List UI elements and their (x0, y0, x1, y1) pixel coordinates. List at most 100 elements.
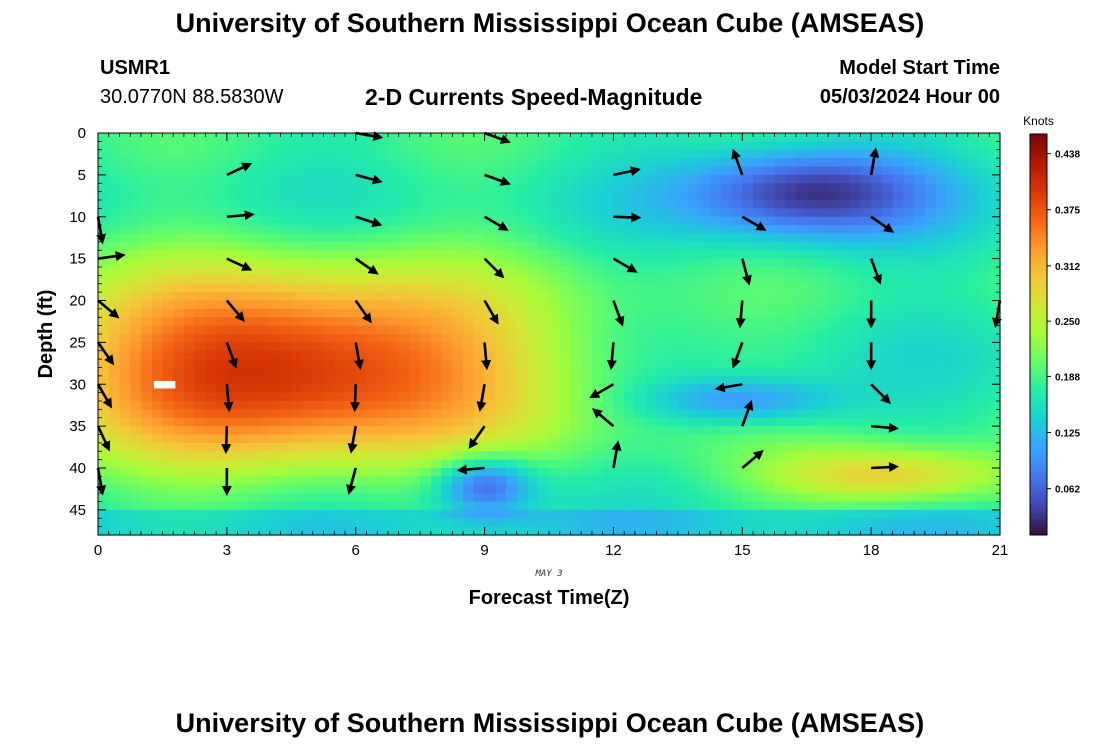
heatmap-cell (420, 484, 432, 494)
heatmap-cell (774, 317, 786, 327)
heatmap-cell (806, 417, 819, 427)
heatmap-cell (506, 317, 518, 327)
heatmap-cell (194, 174, 206, 184)
heatmap-cell (452, 166, 464, 176)
heatmap-cell (591, 384, 604, 394)
heatmap-cell (989, 334, 1001, 343)
heatmap-cell (98, 367, 110, 377)
heatmap-cell (216, 275, 228, 285)
heatmap-cell (753, 384, 765, 394)
heatmap-cell (989, 375, 1001, 385)
heatmap-cell (817, 459, 829, 469)
heatmap-cell (602, 509, 615, 519)
heatmap-cell (473, 392, 486, 402)
heatmap-cell (323, 509, 335, 519)
heatmap-cell (817, 300, 829, 310)
heatmap-cell (667, 283, 679, 293)
heatmap-cell (903, 509, 915, 519)
heatmap-cell (226, 292, 239, 302)
heatmap-cell (377, 308, 389, 318)
heatmap-cell (151, 442, 164, 452)
heatmap-cell (420, 375, 432, 385)
heatmap-cell (838, 451, 851, 461)
heatmap-cell (312, 166, 325, 176)
heatmap-cell (881, 509, 894, 519)
heatmap-cell (280, 384, 292, 394)
heatmap-cell (978, 468, 990, 477)
model-start-label: Model Start Time (839, 57, 1000, 79)
heatmap-cell (849, 258, 862, 268)
heatmap-cell (946, 267, 958, 276)
heatmap-cell (205, 392, 217, 402)
heatmap-cell (795, 200, 808, 209)
heatmap-cell (269, 133, 282, 142)
heatmap-cell (559, 367, 572, 377)
heatmap-cell (527, 308, 539, 318)
heatmap-cell (366, 317, 378, 327)
y-tick-label: 40 (69, 460, 86, 477)
heatmap-cell (795, 216, 808, 226)
heatmap-cell (473, 426, 486, 436)
heatmap-cell (720, 434, 733, 444)
heatmap-cell (194, 401, 206, 410)
heatmap-cell (323, 476, 335, 486)
heatmap-cell (216, 191, 228, 201)
heatmap-cell (634, 174, 647, 184)
heatmap-cell (194, 493, 206, 503)
heatmap-cell (570, 158, 582, 168)
heatmap-cell (205, 174, 217, 184)
heatmap-cell (387, 216, 400, 226)
heatmap-cell (914, 233, 926, 243)
heatmap-cell (291, 158, 303, 168)
heatmap-cell (119, 300, 131, 310)
heatmap-cell (259, 233, 271, 243)
heatmap-cell (355, 350, 368, 360)
heatmap-cell (806, 191, 819, 201)
heatmap-cell (334, 183, 346, 193)
heatmap-cell (828, 241, 840, 251)
heatmap-cell (570, 292, 582, 302)
heatmap-cell (398, 509, 411, 519)
heatmap-cell (742, 149, 754, 159)
heatmap-cell (355, 417, 368, 427)
heatmap-cell (957, 359, 969, 369)
heatmap-cell (892, 451, 904, 461)
heatmap-cell (162, 484, 174, 494)
heatmap-cell (205, 417, 217, 427)
heatmap-cell (216, 334, 228, 343)
heatmap-cell (602, 200, 615, 209)
heatmap-cell (484, 342, 496, 352)
current-vector (347, 425, 358, 454)
heatmap-cell (140, 191, 153, 201)
heatmap-cell (624, 141, 636, 151)
heatmap-cell (194, 141, 206, 151)
heatmap-cell (581, 200, 593, 209)
heatmap-cell (183, 216, 196, 226)
heatmap-cell (355, 250, 368, 260)
heatmap-cell (194, 158, 206, 168)
heatmap-cell (280, 141, 292, 151)
heatmap-cell (441, 258, 453, 268)
heatmap-cell (967, 451, 980, 461)
heatmap-cell (538, 493, 550, 503)
heatmap-cell (763, 183, 776, 193)
heatmap-cell (763, 191, 776, 201)
heatmap-cell (420, 518, 432, 528)
heatmap-cell (591, 375, 604, 385)
heatmap-cell (774, 183, 786, 193)
heatmap-cell (312, 200, 325, 209)
heatmap-cell (108, 250, 121, 260)
heatmap-cell (173, 409, 185, 419)
heatmap-cell (151, 367, 164, 377)
heatmap-cell (871, 359, 883, 369)
heatmap-cell (602, 384, 615, 394)
heatmap-cell (677, 216, 690, 226)
heatmap-cell (613, 191, 625, 201)
heatmap-cell (785, 325, 797, 335)
heatmap-cell (226, 451, 239, 461)
heatmap-cell (849, 359, 862, 369)
heatmap-cell (527, 409, 539, 419)
heatmap-cell (527, 258, 539, 268)
heatmap-cell (591, 334, 604, 343)
